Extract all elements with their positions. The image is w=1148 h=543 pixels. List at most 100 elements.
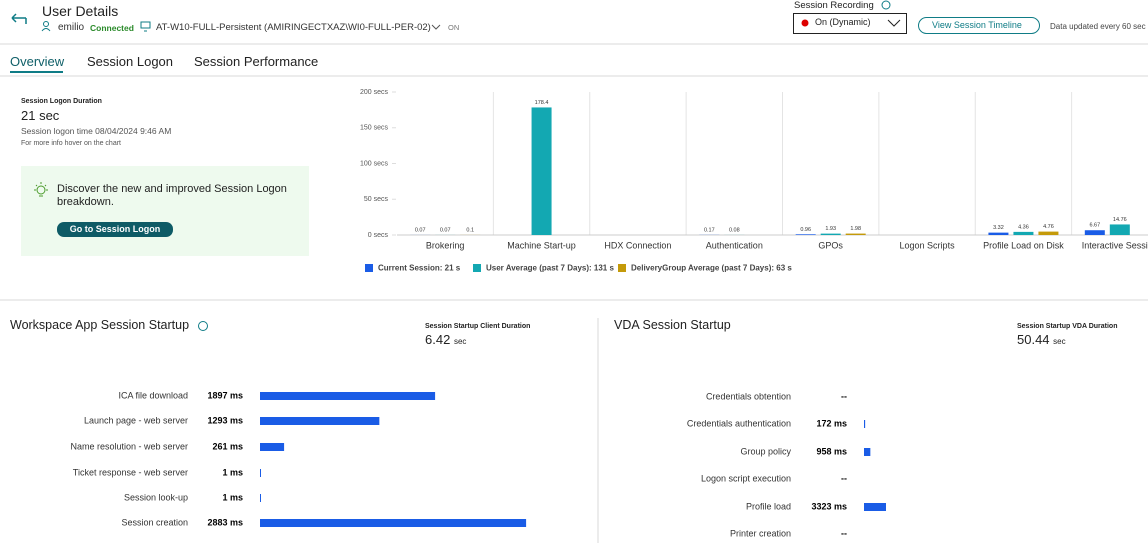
recording-dot (801, 19, 809, 27)
hint: For more info hover on the chart (21, 140, 121, 147)
value-label: 14.76 (1113, 217, 1127, 223)
section-title: VDA Session Startup (614, 318, 731, 332)
info-icon[interactable] (881, 0, 891, 10)
x-tick-label: Brokering (426, 240, 465, 250)
value-label: 0.96 (800, 227, 811, 233)
timeline-button-label[interactable]: View Session Timeline (932, 20, 1022, 30)
bar (1013, 231, 1034, 235)
row-label: Credentials authentication (687, 418, 791, 428)
machine-state: ON (448, 23, 460, 32)
value-label: 1.98 (850, 226, 861, 232)
bar (795, 234, 816, 235)
x-tick-label: GPOs (818, 240, 843, 250)
value-label: 0.07 (440, 227, 451, 233)
bar (260, 494, 261, 502)
row-label: Session creation (121, 517, 188, 527)
bar (864, 503, 886, 511)
row-value: 3323 ms (811, 501, 847, 511)
legend-label: User Average (past 7 Days): 131 s (486, 264, 614, 273)
duration-value: 21 sec (21, 108, 60, 123)
logon-time: Session logon time 08/04/2024 9:46 AM (21, 126, 172, 136)
bar (1109, 224, 1130, 235)
row-label: Profile load (746, 501, 791, 511)
section-title: Workspace App Session Startup (10, 318, 190, 332)
tab[interactable]: Session Logon (87, 54, 174, 69)
duration-value: 6.42 sec (425, 333, 466, 346)
value-label: 178.4 (535, 100, 549, 106)
bar (531, 107, 552, 235)
value-label: 0.1 (466, 227, 474, 233)
timeline-button[interactable] (918, 17, 1040, 34)
bar (260, 443, 285, 451)
x-tick-label: Logon Scripts (900, 240, 956, 250)
legend-swatch (618, 264, 626, 272)
bar (260, 469, 261, 477)
promo-box (21, 166, 309, 256)
value-label: 0.17 (704, 227, 715, 233)
row-value: 2883 ms (207, 517, 243, 527)
value-label: 3.32 (993, 225, 1004, 231)
row-value: 1 ms (222, 492, 243, 502)
row-value: 1293 ms (207, 415, 243, 425)
bar (260, 519, 527, 527)
x-tick-label: Interactive Session (1082, 240, 1148, 250)
row-label: Printer creation (730, 528, 791, 538)
x-tick-label: Machine Start-up (507, 240, 576, 250)
duration-number: 50.44 (1017, 332, 1050, 347)
row-label: Logon script execution (701, 473, 791, 483)
value-label: 6.67 (1089, 223, 1100, 229)
row-value: 1 ms (222, 467, 243, 477)
tab[interactable]: Session Performance (194, 54, 319, 69)
row-value: 1897 ms (207, 390, 243, 400)
back-icon[interactable] (11, 13, 27, 24)
y-tick-label: 150 secs (360, 125, 389, 132)
bar (1084, 230, 1105, 235)
tab[interactable]: Overview (10, 54, 65, 69)
user-name: emilio (58, 22, 85, 33)
y-tick-label: 50 secs (364, 196, 389, 203)
bar (845, 233, 866, 235)
promo-button-label[interactable]: Go to Session Logon (69, 224, 161, 234)
bar (820, 233, 841, 235)
row-value: 172 ms (816, 418, 847, 428)
row-label: Launch page - web server (84, 415, 188, 425)
value-label: 4.36 (1018, 224, 1029, 230)
row-label: Name resolution - web server (70, 441, 188, 451)
bulb-icon (34, 182, 48, 197)
promo-button[interactable] (57, 222, 173, 237)
monitor-icon (140, 21, 151, 32)
duration-label: Session Startup Client Duration (425, 323, 531, 330)
dropdown-chevron (887, 19, 901, 27)
bar (988, 232, 1009, 235)
row-value: -- (841, 473, 847, 483)
recording-label: Session Recording (794, 0, 874, 11)
legend-swatch (365, 264, 373, 272)
promo-text: Discover the new and improved Session Lo… (57, 183, 287, 208)
y-tick-label: 200 secs (360, 89, 389, 96)
bar (260, 417, 380, 425)
row-label: Session look-up (124, 492, 188, 502)
recording-value: On (Dynamic) (815, 17, 871, 27)
row-label: Credentials obtention (706, 391, 791, 401)
duration-unit: sec (1053, 337, 1066, 346)
row-label: ICA file download (118, 390, 188, 400)
row-value: 958 ms (816, 446, 847, 456)
bar (864, 420, 866, 428)
row-value: 261 ms (212, 441, 243, 451)
recording-dropdown[interactable] (793, 13, 907, 34)
y-tick-label: 0 secs (368, 232, 389, 239)
machine-chevron[interactable] (431, 24, 441, 30)
row-value: -- (841, 528, 847, 538)
duration-value: 50.44 sec (1017, 333, 1066, 346)
y-tick-label: 100 secs (360, 160, 389, 167)
x-tick-label: Profile Load on Disk (983, 240, 1064, 250)
machine-name: AT-W10-FULL-Persistent (AMIRINGECTXAZ\WI… (156, 22, 431, 33)
x-tick-label: HDX Connection (604, 240, 671, 250)
bar (1038, 231, 1059, 235)
duration-unit: sec (453, 337, 467, 346)
update-note: Data updated every 60 sec (1050, 22, 1146, 31)
bar (260, 392, 436, 400)
tab-underline (10, 71, 63, 73)
info-icon[interactable] (198, 321, 208, 331)
